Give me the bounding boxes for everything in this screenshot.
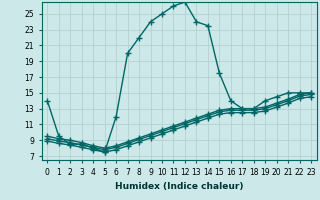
X-axis label: Humidex (Indice chaleur): Humidex (Indice chaleur) [115, 182, 244, 191]
